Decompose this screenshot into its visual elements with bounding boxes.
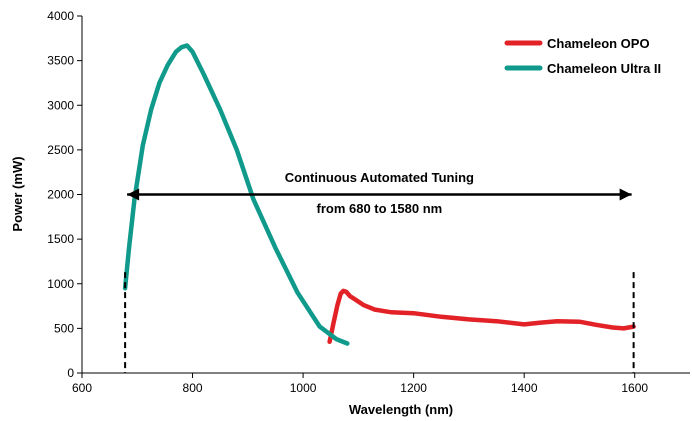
- plot-series: [122, 43, 636, 346]
- y-tick-label: 2000: [47, 188, 74, 202]
- legend-label-1: Chameleon Ultra II: [547, 61, 661, 76]
- plot-annotations: Continuous Automated Tuning from 680 to 1…: [124, 170, 635, 373]
- y-tick-label: 0: [67, 366, 74, 380]
- series-line-1: [122, 43, 350, 346]
- x-tick-label: 1200: [400, 381, 427, 395]
- y-tick-label: 500: [54, 321, 74, 335]
- plot-ticks: 0 500 1000 1500 2000 2500 3000 3500 4000 600 800 10…: [47, 9, 648, 395]
- legend: Chameleon OPO Chameleon Ultra II: [504, 36, 661, 76]
- y-tick-label: 2500: [47, 143, 74, 157]
- x-tick-label: 1000: [290, 381, 317, 395]
- annotation-text-0: Continuous Automated Tuning: [285, 170, 474, 185]
- legend-label-0: Chameleon OPO: [547, 36, 650, 51]
- y-axis-title: Power (mW): [10, 156, 25, 231]
- x-tick-label: 1600: [621, 381, 648, 395]
- series-line-0: [327, 288, 636, 345]
- x-tick-label: 1400: [511, 381, 538, 395]
- y-tick-label: 1500: [47, 232, 74, 246]
- x-tick-label: 600: [72, 381, 92, 395]
- y-tick-label: 1000: [47, 277, 74, 291]
- y-tick-label: 3000: [47, 98, 74, 112]
- annotation-text-1: from 680 to 1580 nm: [317, 201, 443, 216]
- y-tick-label: 4000: [47, 9, 74, 23]
- x-axis-title: Wavelength (nm): [349, 402, 453, 417]
- x-tick-label: 800: [183, 381, 203, 395]
- y-tick-label: 3500: [47, 54, 74, 68]
